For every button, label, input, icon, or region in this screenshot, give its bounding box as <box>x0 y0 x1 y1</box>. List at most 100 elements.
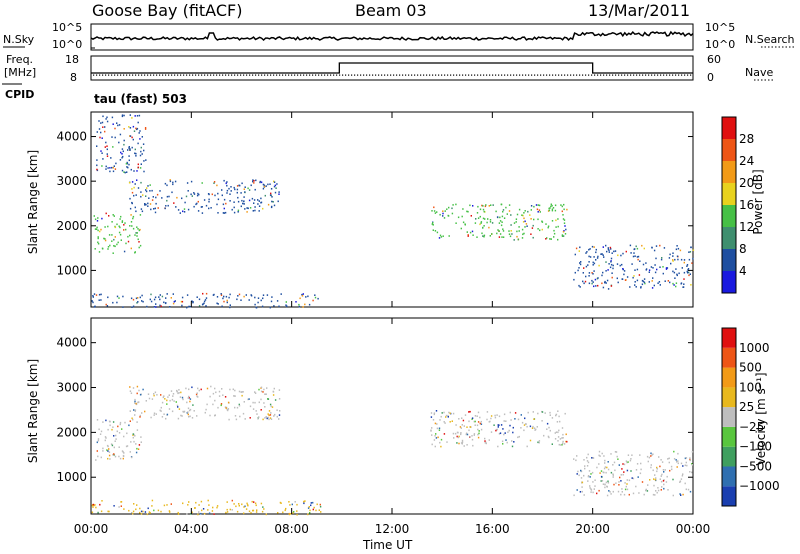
echo-cell <box>132 433 134 435</box>
echo-cell <box>685 457 688 459</box>
echo-cell <box>620 493 622 496</box>
echo-cell <box>150 208 152 211</box>
echo-cell <box>595 251 597 254</box>
echo-cell <box>573 458 575 460</box>
nave-dot <box>201 74 203 76</box>
echo-cell <box>289 504 291 506</box>
nave-dot <box>237 74 239 76</box>
echo-cell <box>576 473 578 475</box>
echo-cell <box>597 284 599 287</box>
echo-cell <box>595 285 597 287</box>
echo-cell <box>495 429 497 432</box>
nave-dot <box>339 74 341 76</box>
echo-cell <box>565 228 567 231</box>
echo-cell <box>214 414 216 416</box>
echo-cell <box>254 502 257 505</box>
echo-cell <box>118 506 120 508</box>
echo-cell <box>134 400 136 403</box>
echo-cell <box>477 421 480 423</box>
echo-cell <box>497 426 499 428</box>
echo-cell <box>179 396 182 398</box>
echo-cell <box>591 471 594 474</box>
echo-cell <box>198 511 200 513</box>
echo-cell <box>604 280 606 283</box>
echo-cell <box>114 226 117 229</box>
echo-cell <box>489 221 492 223</box>
echo-cell <box>226 301 228 304</box>
echo-cell <box>590 488 592 490</box>
echo-cell <box>581 490 583 493</box>
echo-cell <box>630 252 632 254</box>
echo-cell <box>279 410 281 412</box>
echo-cell <box>680 494 682 496</box>
echo-cell <box>490 204 492 206</box>
echo-cell <box>153 509 155 512</box>
echo-cell <box>125 162 128 165</box>
echo-cell <box>119 233 122 236</box>
echo-cell <box>597 255 599 258</box>
echo-cell <box>593 256 595 258</box>
echo-cell <box>434 435 436 437</box>
nave-dot <box>588 74 590 76</box>
nave-dot <box>570 74 572 76</box>
echo-cell <box>467 234 469 236</box>
echo-cell <box>518 226 520 228</box>
echo-cell <box>251 197 254 200</box>
echo-cell <box>581 481 584 484</box>
echo-cell <box>195 203 197 206</box>
echo-cell <box>111 136 113 138</box>
echo-cell <box>196 415 198 417</box>
echo-cell <box>312 299 314 302</box>
echo-cell <box>682 465 684 467</box>
echo-cell <box>103 237 105 240</box>
echo-cell <box>122 454 125 457</box>
echo-cell <box>208 200 210 203</box>
echo-cell <box>187 411 189 413</box>
echo-cell <box>503 217 506 219</box>
echo-cell <box>604 466 607 468</box>
echo-cell <box>101 165 103 167</box>
echo-cell <box>169 180 172 183</box>
echo-cell <box>284 509 286 512</box>
echo-cell <box>212 294 215 296</box>
echo-cell <box>230 190 232 192</box>
echo-cell <box>140 441 142 443</box>
echo-cell <box>113 165 115 167</box>
echo-cell <box>560 444 562 446</box>
echo-cell <box>607 248 610 251</box>
echo-cell <box>656 470 658 473</box>
echo-cell <box>166 195 169 198</box>
nave-dot <box>573 74 575 76</box>
nave-dot <box>528 74 530 76</box>
echo-cell <box>183 410 186 413</box>
echo-cell <box>149 203 152 205</box>
echo-cell <box>676 274 678 277</box>
echo-cell <box>144 410 146 413</box>
echo-cell <box>270 412 272 414</box>
nave-dot <box>525 74 527 76</box>
echo-cell <box>254 391 256 393</box>
nave-dot <box>567 74 569 76</box>
echo-cell <box>672 478 674 481</box>
echo-cell <box>273 415 275 417</box>
echo-cell <box>132 387 135 389</box>
nave-dot <box>675 74 677 76</box>
echo-cell <box>260 201 262 204</box>
echo-cell <box>508 429 510 432</box>
echo-cell <box>468 411 470 413</box>
echo-cell <box>217 303 219 305</box>
echo-cell <box>497 424 499 426</box>
echo-cell <box>610 453 612 455</box>
echo-cell <box>550 205 552 208</box>
echo-cell <box>455 222 457 224</box>
nave-dot <box>294 74 296 76</box>
echo-cell <box>524 210 526 212</box>
echo-cell <box>123 114 125 117</box>
echo-cell <box>120 501 122 503</box>
y-tick-label: 2000 <box>56 425 87 439</box>
colorbar-cell <box>722 426 736 447</box>
echo-cell <box>563 230 565 232</box>
nave-dot <box>291 74 293 76</box>
nave-dot <box>231 74 233 76</box>
echo-cell <box>153 208 155 210</box>
